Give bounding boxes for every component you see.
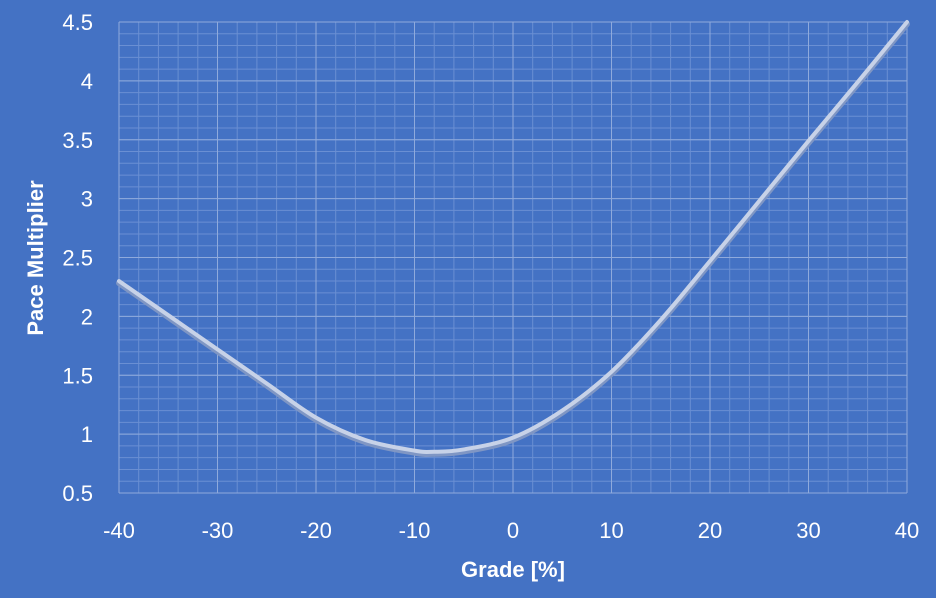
y-tick-labels: 0.5 1 1.5 2 2.5 3 3.5 4 4.5 bbox=[62, 10, 93, 506]
y-tick-label: 1 bbox=[81, 422, 93, 447]
x-tick-label: -10 bbox=[399, 518, 431, 543]
x-tick-labels: -40 -30 -20 -10 0 10 20 30 40 bbox=[103, 518, 919, 543]
y-tick-label: 4 bbox=[81, 69, 93, 94]
y-tick-label: 0.5 bbox=[62, 481, 93, 506]
y-tick-label: 1.5 bbox=[62, 363, 93, 388]
y-axis-title: Pace Multiplier bbox=[23, 180, 48, 336]
x-tick-label: 30 bbox=[796, 518, 820, 543]
x-tick-label: 0 bbox=[507, 518, 519, 543]
y-tick-label: 4.5 bbox=[62, 10, 93, 35]
x-tick-label: -30 bbox=[202, 518, 234, 543]
y-tick-label: 2 bbox=[81, 304, 93, 329]
y-tick-label: 3 bbox=[81, 187, 93, 212]
x-tick-label: -40 bbox=[103, 518, 135, 543]
series-line bbox=[117, 20, 909, 455]
y-tick-label: 2.5 bbox=[62, 246, 93, 271]
x-axis-title: Grade [%] bbox=[461, 557, 565, 582]
x-tick-label: 10 bbox=[599, 518, 623, 543]
x-tick-label: 40 bbox=[895, 518, 919, 543]
y-tick-label: 3.5 bbox=[62, 128, 93, 153]
series-layer bbox=[116, 20, 910, 458]
x-tick-label: 20 bbox=[698, 518, 722, 543]
x-tick-label: -20 bbox=[300, 518, 332, 543]
